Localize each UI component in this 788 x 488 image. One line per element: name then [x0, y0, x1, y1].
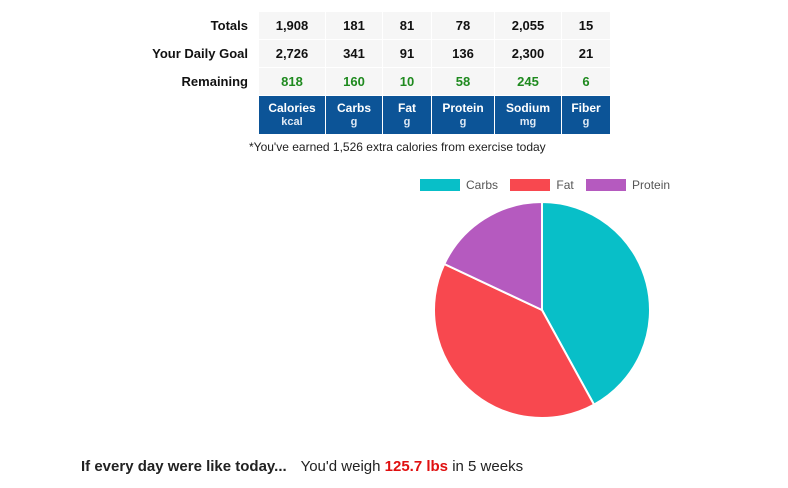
- remaining-calories: 818: [259, 67, 326, 96]
- legend-item-fat[interactable]: Fat: [510, 178, 574, 192]
- header-calories: Calories kcal: [259, 95, 326, 134]
- header-sodium: Sodium mg: [494, 95, 562, 134]
- legend-item-carbs[interactable]: Carbs: [420, 178, 498, 192]
- projection-prefix: You'd weigh: [300, 458, 381, 475]
- legend-label: Protein: [632, 178, 671, 192]
- totals-row: Totals 1,908 181 81 78 2,055 15: [100, 12, 611, 40]
- header-name: Protein: [442, 101, 484, 115]
- legend-label: Carbs: [466, 178, 499, 192]
- chart-legend: Carbs Fat Protein: [420, 178, 679, 194]
- header-name: Fat: [398, 101, 416, 115]
- totals-fiber: 15: [561, 12, 611, 40]
- header-fat: Fat g: [382, 95, 432, 134]
- header-name: Fiber: [571, 101, 601, 115]
- header-unit: g: [403, 116, 411, 128]
- totals-calories: 1,908: [259, 12, 326, 40]
- legend-swatch: [586, 179, 627, 191]
- header-protein: Protein g: [431, 95, 495, 134]
- pie-slice-protein[interactable]: [442, 200, 543, 312]
- legend-label: Fat: [556, 178, 574, 192]
- goal-fiber: 21: [561, 39, 611, 68]
- nutrition-totals-table: Totals 1,908 181 81 78 2,055 15 Your Dai…: [100, 12, 611, 134]
- macros-pie-chart: [433, 200, 651, 419]
- goal-sodium: 2,300: [494, 39, 562, 68]
- pie-slice-carbs[interactable]: [541, 200, 651, 407]
- header-name: Calories: [268, 101, 316, 115]
- totals-fat: 81: [382, 12, 432, 40]
- remaining-label: Remaining: [100, 67, 259, 96]
- header-name: Sodium: [506, 101, 550, 115]
- projected-weight: 125.7 lbs: [384, 458, 449, 475]
- header-name: Carbs: [336, 101, 371, 115]
- projection-suffix: in 5 weeks: [452, 458, 524, 475]
- totals-sodium: 2,055: [494, 12, 562, 40]
- daily-goal-row: Your Daily Goal 2,726 341 91 136 2,300 2…: [100, 39, 611, 68]
- header-unit: g: [350, 116, 358, 128]
- header-unit: mg: [519, 116, 537, 128]
- legend-swatch: [420, 179, 460, 191]
- goal-carbs: 341: [325, 39, 383, 68]
- pie-slice-fat[interactable]: [433, 262, 596, 419]
- legend-swatch: [510, 179, 551, 191]
- daily-goal-label: Your Daily Goal: [100, 39, 259, 68]
- remaining-fat: 10: [382, 67, 432, 96]
- nutrient-header-row: Calories kcal Carbs g Fat g Protein g So…: [100, 95, 611, 134]
- legend-item-protein[interactable]: Protein: [586, 178, 670, 192]
- header-unit: g: [459, 116, 467, 128]
- header-unit: kcal: [281, 116, 303, 128]
- goal-protein: 136: [431, 39, 495, 68]
- remaining-protein: 58: [431, 67, 495, 96]
- remaining-carbs: 160: [325, 67, 383, 96]
- header-carbs: Carbs g: [325, 95, 383, 134]
- remaining-sodium: 245: [494, 67, 562, 96]
- weight-projection: If every day were like today... You'd we…: [81, 458, 523, 475]
- totals-carbs: 181: [325, 12, 383, 40]
- header-unit: g: [582, 116, 590, 128]
- goal-calories: 2,726: [259, 39, 326, 68]
- totals-protein: 78: [431, 12, 495, 40]
- exercise-calories-note: *You've earned 1,526 extra calories from…: [249, 140, 546, 154]
- totals-label: Totals: [100, 12, 259, 40]
- header-fiber: Fiber g: [561, 95, 611, 134]
- goal-fat: 91: [382, 39, 432, 68]
- remaining-row: Remaining 818 160 10 58 245 6: [100, 67, 611, 96]
- remaining-fiber: 6: [561, 67, 611, 96]
- projection-lead: If every day were like today...: [81, 458, 287, 475]
